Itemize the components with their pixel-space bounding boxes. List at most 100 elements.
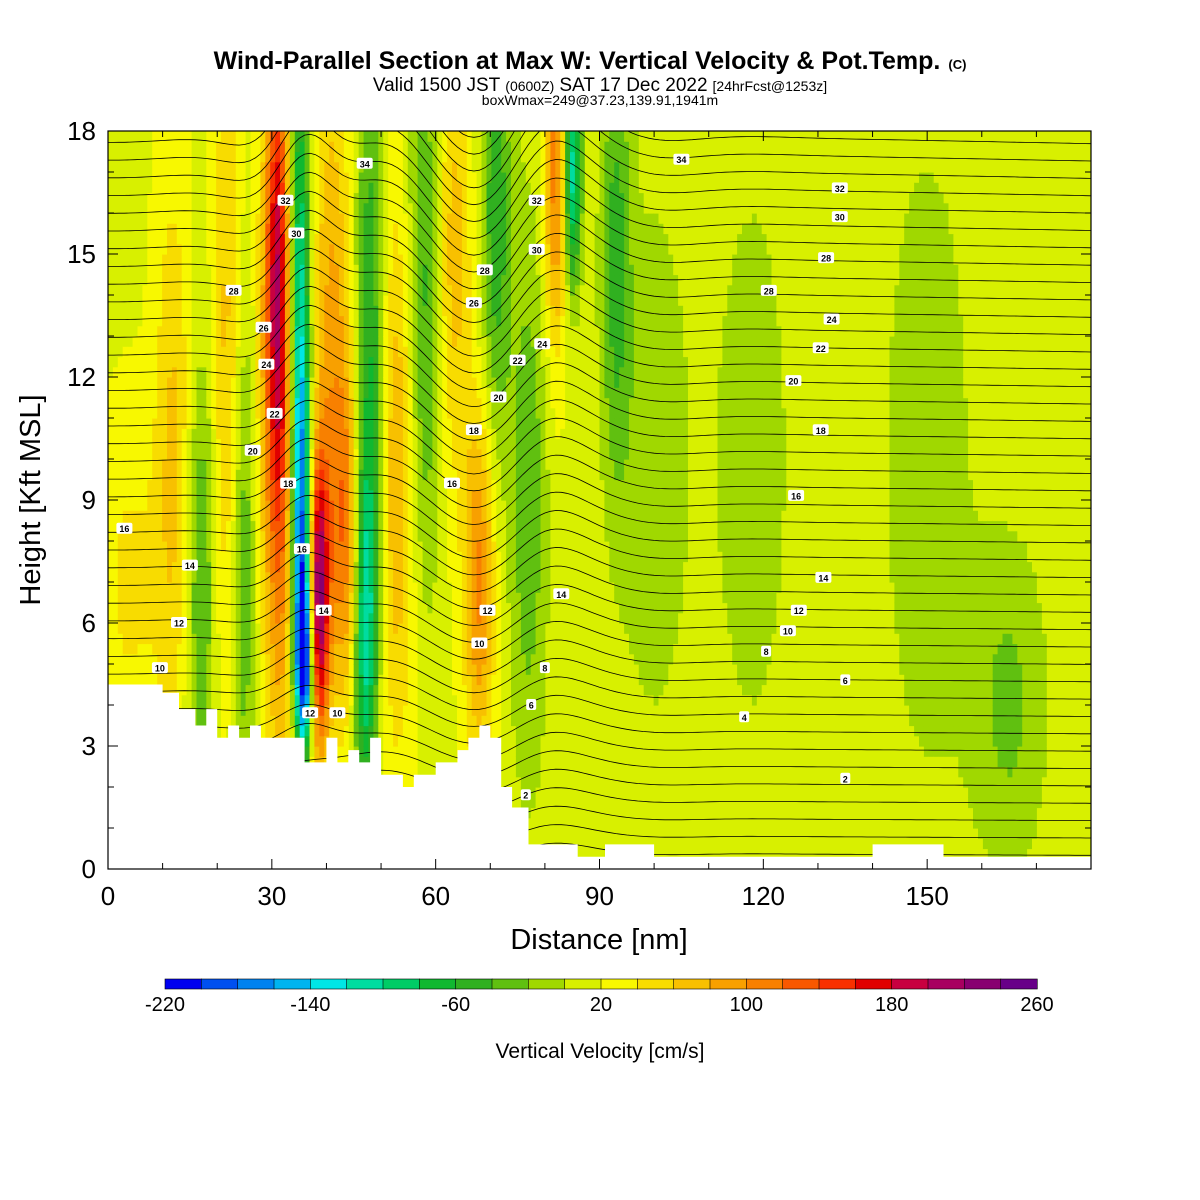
velocity-cell <box>142 182 148 194</box>
velocity-cell <box>250 264 256 276</box>
velocity-cell <box>402 520 409 532</box>
velocity-cell <box>343 161 350 173</box>
velocity-cell <box>162 551 168 563</box>
velocity-cell <box>299 356 306 368</box>
velocity-cell <box>334 623 340 634</box>
velocity-cell <box>348 161 355 173</box>
velocity-cell <box>117 274 124 286</box>
velocity-cell <box>240 520 247 532</box>
velocity-cell <box>339 715 345 727</box>
velocity-cell <box>216 131 222 142</box>
velocity-cell <box>348 151 355 163</box>
velocity-cell <box>240 500 247 511</box>
velocity-cell <box>324 264 330 276</box>
velocity-cell <box>348 233 355 245</box>
velocity-cell <box>437 407 443 419</box>
velocity-cell <box>402 438 409 450</box>
velocity-cell <box>176 377 183 388</box>
velocity-cell <box>122 664 129 675</box>
velocity-cell <box>294 233 301 245</box>
velocity-cell <box>334 264 340 276</box>
velocity-cell <box>402 510 409 522</box>
velocity-cell <box>373 541 379 552</box>
velocity-cell <box>353 223 360 235</box>
velocity-cell <box>368 510 374 522</box>
velocity-cell <box>280 131 286 142</box>
velocity-cell <box>221 346 227 358</box>
velocity-cell <box>216 172 222 183</box>
velocity-cell <box>304 264 311 276</box>
velocity-cell <box>245 264 252 276</box>
velocity-cell <box>226 448 232 460</box>
velocity-cell <box>108 202 114 214</box>
velocity-cell <box>284 233 291 245</box>
velocity-cell <box>235 623 242 634</box>
velocity-cell <box>329 336 335 347</box>
velocity-cell <box>221 233 227 245</box>
velocity-cell <box>358 284 365 296</box>
velocity-cell <box>432 735 438 747</box>
velocity-cell <box>235 233 242 245</box>
velocity-cell <box>108 243 114 255</box>
velocity-cell <box>201 664 207 675</box>
velocity-cell <box>412 254 419 265</box>
velocity-cell <box>230 264 237 276</box>
velocity-cell <box>108 305 114 317</box>
velocity-cell <box>437 295 443 306</box>
velocity-cell <box>186 264 193 276</box>
velocity-cell <box>191 459 198 470</box>
velocity-cell <box>157 305 163 317</box>
velocity-cell <box>245 243 252 255</box>
velocity-cell <box>206 407 212 419</box>
velocity-cell <box>363 602 370 614</box>
velocity-cell <box>324 141 330 153</box>
velocity-cell <box>363 295 370 306</box>
velocity-cell <box>393 684 399 696</box>
velocity-cell <box>171 633 178 645</box>
velocity-cell <box>339 500 345 511</box>
velocity-cell <box>265 448 271 460</box>
velocity-cell <box>171 274 178 286</box>
velocity-cell <box>137 489 143 501</box>
velocity-cell <box>373 295 379 306</box>
velocity-cell <box>294 274 301 286</box>
velocity-cell <box>250 705 256 716</box>
velocity-cell <box>235 541 242 552</box>
velocity-cell <box>137 592 143 604</box>
velocity-cell <box>260 254 266 265</box>
velocity-cell <box>127 387 134 399</box>
velocity-cell <box>226 346 232 358</box>
velocity-cell <box>157 202 163 214</box>
velocity-cell <box>230 612 237 624</box>
velocity-cell <box>309 653 315 665</box>
velocity-cell <box>201 571 207 583</box>
velocity-cell <box>383 172 389 183</box>
velocity-cell <box>260 284 266 296</box>
velocity-cell <box>314 407 320 419</box>
velocity-cell <box>432 664 438 675</box>
velocity-cell <box>373 459 379 470</box>
velocity-cell <box>196 377 202 388</box>
velocity-cell <box>235 592 242 604</box>
velocity-cell <box>402 469 409 481</box>
velocity-cell <box>437 387 443 399</box>
velocity-cell <box>206 582 212 593</box>
velocity-cell <box>275 387 281 399</box>
velocity-cell <box>152 264 158 276</box>
velocity-cell <box>348 366 355 378</box>
velocity-cell <box>216 397 222 409</box>
velocity-cell <box>157 612 163 624</box>
velocity-cell <box>206 530 212 542</box>
velocity-cell <box>412 397 419 409</box>
velocity-cell <box>147 356 153 368</box>
velocity-cell <box>422 479 429 491</box>
velocity-cell <box>309 192 315 204</box>
velocity-cell <box>216 223 222 235</box>
velocity-cell <box>393 469 399 481</box>
velocity-cell <box>206 182 212 194</box>
velocity-cell <box>132 325 139 337</box>
velocity-cell <box>137 325 143 337</box>
velocity-cell <box>240 161 247 173</box>
velocity-cell <box>270 346 276 358</box>
velocity-cell <box>324 479 330 491</box>
